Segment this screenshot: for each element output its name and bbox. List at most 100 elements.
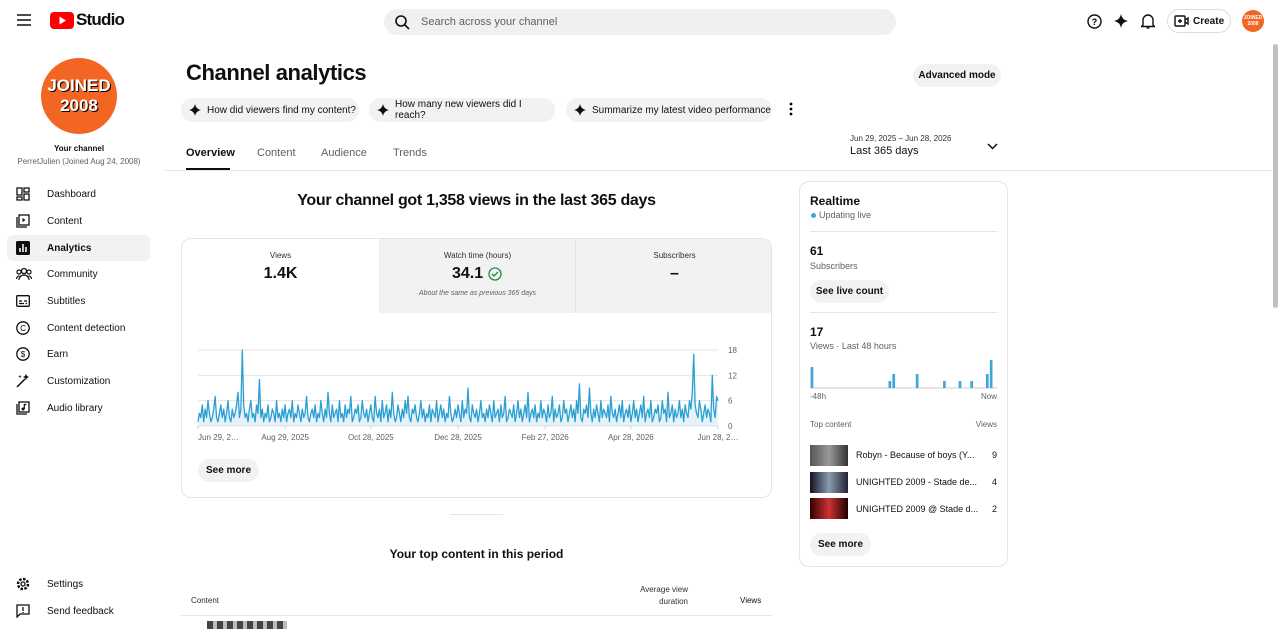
column-header: Average view duration <box>640 585 688 606</box>
nav-item[interactable]: Subtitles <box>7 288 150 314</box>
top-views-label: Views <box>975 420 997 429</box>
logo-text[interactable]: Studio <box>76 10 125 29</box>
nav-item[interactable]: Dashboard <box>7 181 150 207</box>
views-area <box>198 350 718 426</box>
column-header: Views <box>740 596 762 605</box>
nav-item[interactable]: Audio library <box>7 395 150 421</box>
menu-icon[interactable] <box>17 14 31 26</box>
nav-icon <box>16 267 32 281</box>
search-box[interactable]: Search across your channel <box>384 9 896 35</box>
ai-icon <box>574 104 586 116</box>
bar <box>888 381 892 388</box>
live-count-button[interactable]: See live count <box>810 280 889 303</box>
thumbnail[interactable] <box>810 498 848 519</box>
views-line <box>197 349 719 423</box>
avatar-line: 2008 <box>1247 21 1259 27</box>
chip-label: How many new viewers did I reach? <box>395 99 522 121</box>
period[interactable]: Last 365 days <box>850 145 919 157</box>
divider <box>810 312 997 313</box>
metric-label[interactable]: Subscribers <box>653 251 696 260</box>
prompt-chip[interactable]: How did viewers find my content? <box>181 98 359 122</box>
nav-item[interactable]: Community <box>7 261 150 287</box>
x-tick-label: Oct 28, 2025 <box>348 433 394 442</box>
more-icon[interactable] <box>788 102 794 116</box>
nav-icon <box>16 604 30 618</box>
metric-value: 1.4K <box>263 265 298 282</box>
x-label: -48h <box>810 392 826 401</box>
thumbnail[interactable] <box>810 445 848 466</box>
ai-icon <box>189 104 201 116</box>
thumbnail[interactable] <box>810 472 848 493</box>
x-tick-label: Feb 27, 2026 <box>522 433 570 442</box>
dropdown-icon[interactable] <box>987 143 998 150</box>
avatar-line: JOINED <box>47 76 111 95</box>
x-tick-label: Aug 29, 2025 <box>261 433 309 442</box>
channel-avatar[interactable]: JOINED 2008 <box>41 58 117 134</box>
item-views: 9 <box>991 450 997 460</box>
tab-active[interactable]: Overview <box>186 147 235 159</box>
x-tick-label: Apr 28, 2026 <box>608 433 654 442</box>
nav-item[interactable]: Send feedback <box>7 598 150 624</box>
item-title[interactable]: UNIGHTED 2009 @ Stade d... <box>856 504 979 514</box>
bar <box>810 367 814 388</box>
subscriber-label: Subscribers <box>810 261 858 271</box>
nav-item[interactable]: C Content detection <box>7 315 150 341</box>
tabs-divider <box>165 170 1272 171</box>
nav-icon <box>16 214 30 228</box>
check-icon <box>488 267 502 281</box>
account-avatar[interactable]: JOINED 2008 <box>1242 10 1264 32</box>
item-views: 2 <box>991 504 997 514</box>
bar <box>958 381 962 388</box>
ai-icon[interactable] <box>1114 14 1128 28</box>
metric-divider <box>575 239 576 313</box>
bar <box>915 374 919 388</box>
create-button[interactable]: Create <box>1167 9 1231 33</box>
item-title[interactable]: Robyn - Because of boys (Y... <box>856 450 975 460</box>
see-more-button[interactable]: See more <box>810 533 871 556</box>
y-tick-label: 18 <box>728 346 737 355</box>
nav-item[interactable]: Settings <box>7 571 150 597</box>
see-more-button[interactable]: See more <box>198 459 259 482</box>
nav-label: Customization <box>47 375 111 387</box>
nav-item[interactable]: $ Earn <box>7 341 150 367</box>
x-label: Now <box>981 392 997 401</box>
divider <box>810 231 997 232</box>
notification-icon[interactable] <box>1141 13 1155 29</box>
svg-text:$: $ <box>21 350 26 359</box>
advanced-mode-button[interactable]: Advanced mode <box>913 64 1001 87</box>
avatar-line: JOINED <box>1243 15 1263 21</box>
x-tick-label: Jun 29, 2… <box>198 433 239 442</box>
create-label: Create <box>1193 16 1225 27</box>
nav-label: Dashboard <box>47 188 96 200</box>
nav-icon <box>16 577 30 591</box>
nav-icon: $ <box>16 347 30 361</box>
section-divider <box>450 514 503 515</box>
nav-item-active[interactable]: Analytics <box>7 235 150 261</box>
logo-icon[interactable] <box>50 12 74 29</box>
live-dot <box>811 213 816 218</box>
nav-item[interactable]: Content <box>7 208 150 234</box>
tab[interactable]: Audience <box>321 147 367 159</box>
metric-value: 34.1 <box>452 265 484 282</box>
top-content-label: Top content <box>810 420 852 429</box>
sidebar: JOINED 2008 Your channel PerretJulien (Jo… <box>0 42 160 629</box>
prompt-chip[interactable]: How many new viewers did I reach? <box>369 98 555 122</box>
realtime-status: Updating live <box>819 210 872 220</box>
help-icon[interactable]: ? <box>1087 14 1102 29</box>
prompt-chip[interactable]: Summarize my latest video performance <box>566 98 772 122</box>
metric-label[interactable]: Views <box>269 251 292 260</box>
page-title: Channel analytics <box>186 60 367 85</box>
item-title[interactable]: UNIGHTED 2009 - Stade de... <box>856 477 978 487</box>
scrollbar[interactable] <box>1273 44 1278 308</box>
metric-label[interactable]: Watch time (hours) <box>443 251 512 260</box>
svg-text:?: ? <box>1092 17 1098 27</box>
nav-item[interactable]: Customization <box>7 368 150 394</box>
y-tick-label: 0 <box>728 422 733 431</box>
metric-note: About the same as previous 365 days <box>418 290 537 297</box>
date-range[interactable]: Jun 29, 2025 – Jun 28, 2026 <box>850 134 952 143</box>
tab[interactable]: Content <box>257 147 296 159</box>
section-title: Your top content in this period <box>389 547 564 561</box>
tab[interactable]: Trends <box>393 147 427 159</box>
nav-icon <box>16 401 30 415</box>
ai-icon <box>377 104 389 116</box>
